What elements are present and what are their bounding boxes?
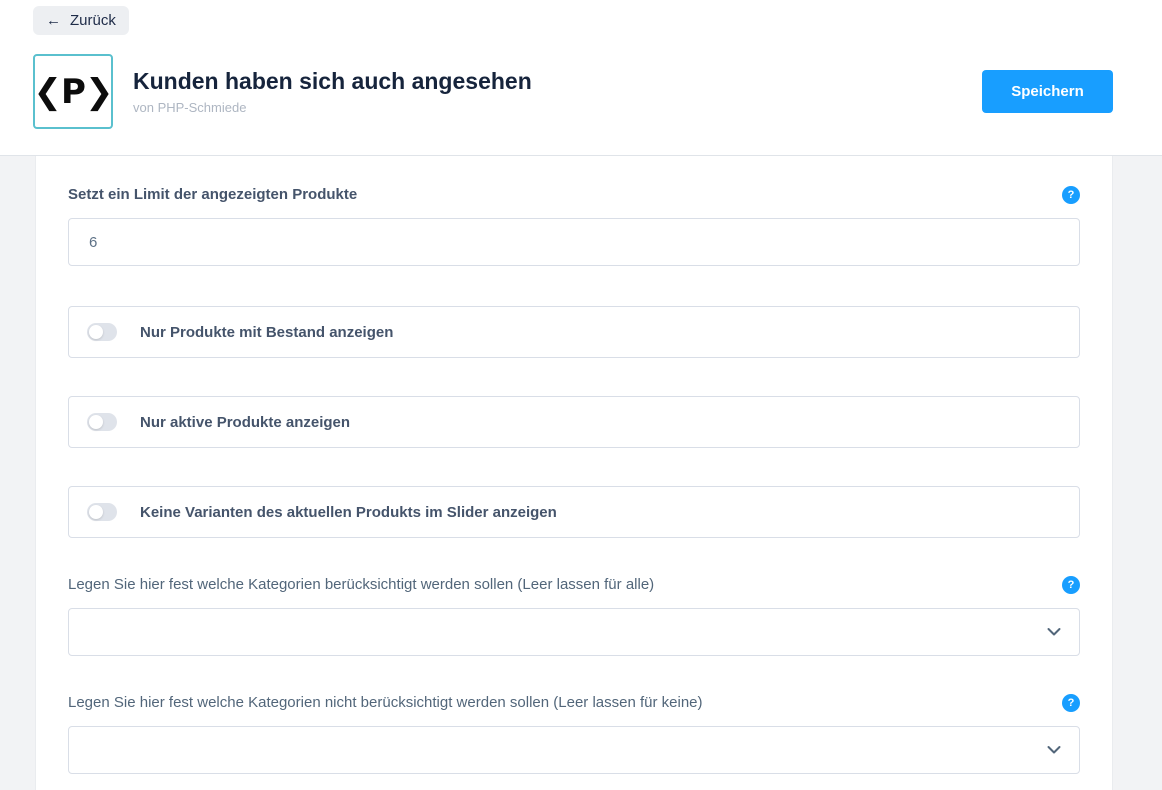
header: ← Zurück ❮P❯ Kunden haben sich auch ange… [0, 0, 1162, 156]
toggle-switch[interactable] [87, 323, 117, 341]
back-button[interactable]: ← Zurück [33, 6, 129, 35]
include-categories-label: Legen Sie hier fest welche Kategorien be… [68, 576, 655, 593]
toggle-label: Nur aktive Produkte anzeigen [140, 413, 351, 431]
chevron-down-icon [1047, 746, 1061, 754]
page-subtitle: von PHP-Schmiede [133, 99, 247, 115]
exclude-categories-label: Legen Sie hier fest welche Kategorien ni… [68, 694, 703, 711]
help-icon[interactable]: ? [1062, 576, 1080, 594]
exclude-categories-select[interactable] [68, 726, 1080, 774]
plugin-logo: ❮P❯ [33, 54, 113, 129]
limit-input[interactable] [68, 218, 1080, 266]
help-icon[interactable]: ? [1062, 186, 1080, 204]
toggle-switch[interactable] [87, 413, 117, 431]
toggle-switch[interactable] [87, 503, 117, 521]
header-row: ❮P❯ Kunden haben sich auch angesehen von… [33, 54, 1113, 129]
main-area: Setzt ein Limit der angezeigten Produkte… [0, 156, 1162, 790]
save-button[interactable]: Speichern [982, 70, 1113, 113]
toggle-label: Keine Varianten des aktuellen Produkts i… [140, 503, 557, 521]
toggle-row-active: Nur aktive Produkte anzeigen [68, 396, 1080, 448]
toggle-knob [89, 325, 103, 339]
include-categories-label-row: Legen Sie hier fest welche Kategorien be… [68, 576, 1080, 594]
help-icon[interactable]: ? [1062, 694, 1080, 712]
limit-field-label: Setzt ein Limit der angezeigten Produkte [68, 186, 358, 203]
settings-card: Setzt ein Limit der angezeigten Produkte… [35, 156, 1113, 790]
toggle-knob [89, 415, 103, 429]
title-block: Kunden haben sich auch angesehen von PHP… [133, 68, 532, 115]
toggle-row-variants: Keine Varianten des aktuellen Produkts i… [68, 486, 1080, 538]
chevron-down-icon [1047, 628, 1061, 636]
toggle-knob [89, 505, 103, 519]
back-arrow-icon: ← [46, 12, 61, 29]
page-title: Kunden haben sich auch angesehen [133, 68, 532, 95]
back-button-label: Zurück [70, 12, 116, 29]
limit-label-row: Setzt ein Limit der angezeigten Produkte… [68, 186, 1080, 204]
toggle-row-stock: Nur Produkte mit Bestand anzeigen [68, 306, 1080, 358]
toggle-label: Nur Produkte mit Bestand anzeigen [140, 323, 394, 341]
include-categories-select[interactable] [68, 608, 1080, 656]
exclude-categories-label-row: Legen Sie hier fest welche Kategorien ni… [68, 694, 1080, 712]
